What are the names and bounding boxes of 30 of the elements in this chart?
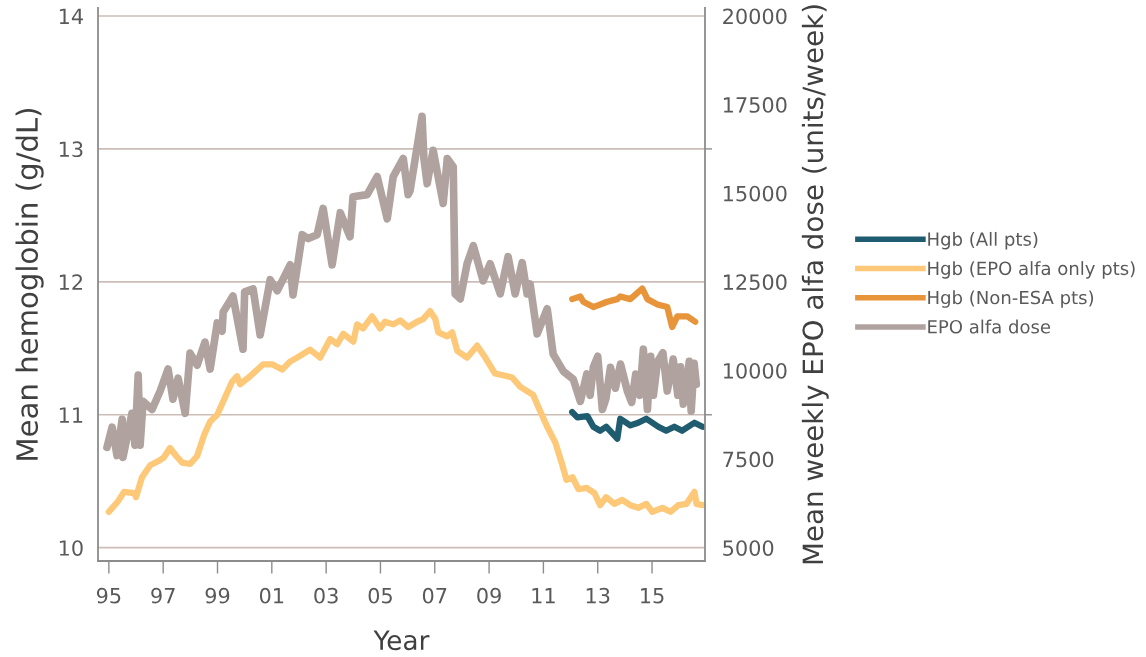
y2-tick-label: 12500 [723,274,787,291]
x-tick-label: 03 [314,587,338,604]
y2-tick-label: 10000 [723,362,787,379]
y2-axis-title: Mean weekly EPO alfa dose (units/week) [801,5,829,564]
x-tick-label: 11 [532,588,555,604]
x-tick-label: 97 [151,587,175,604]
x-tick-label: 01 [259,587,284,604]
y2-tick-label: 20000 [723,8,787,25]
y-tick-label: 14 [59,8,83,24]
legend-label: EPO alfa dose [928,319,1051,334]
y-tick-label: 13 [59,141,83,158]
y-axis-title: Mean hemoglobin (g/dL) [15,108,44,460]
y2-tick-label: 17500 [723,97,787,113]
x-tick-label: 15 [641,588,664,604]
x-axis-title: Year [373,630,430,651]
y-tick-label: 10 [59,540,83,556]
legend-label: Hgb (EPO alfa only pts) [928,261,1135,279]
y-tick-label: 11 [59,407,83,423]
x-tick-label: 99 [205,587,230,604]
y2-tick-label: 7500 [723,451,774,468]
legend-label: Hgb (All pts) [928,231,1038,250]
y2-tick-label: 15000 [723,185,787,202]
x-tick-label: 13 [586,587,610,604]
legend-label: Hgb (Non-ESA pts) [928,290,1094,308]
x-tick-label: 05 [368,587,392,604]
x-tick-label: 09 [477,587,501,604]
y2-tick-label: 5000 [723,540,774,556]
x-tick-label: 07 [422,587,447,604]
x-tick-label: 95 [96,587,121,604]
y-tick-label: 12 [59,274,83,290]
